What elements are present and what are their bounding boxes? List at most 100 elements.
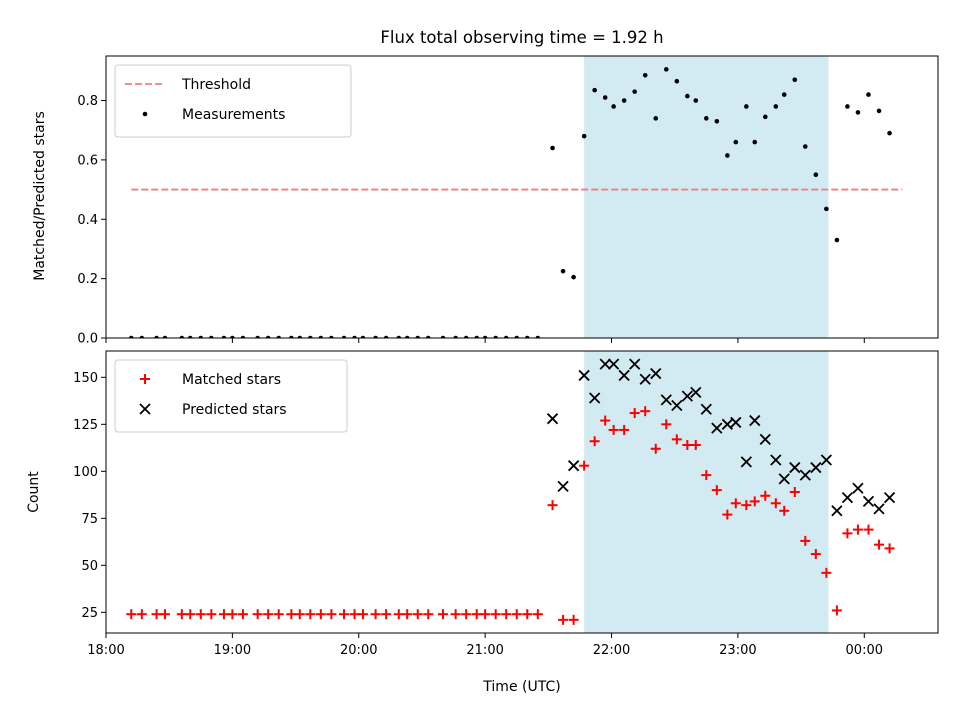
data-point: [511, 609, 522, 620]
data-point: [126, 609, 137, 620]
data-point: [581, 133, 587, 139]
data-point: [831, 505, 843, 517]
data-point: [237, 609, 248, 620]
data-point: [711, 422, 723, 434]
data-point: [887, 130, 892, 136]
data-point: [305, 609, 316, 620]
data-point: [339, 609, 350, 620]
x-tick-label: 23:00: [719, 643, 756, 658]
data-point: [653, 116, 659, 121]
data-point: [221, 335, 227, 338]
data-point: [749, 496, 760, 507]
data-point: [503, 335, 509, 338]
data-point: [263, 609, 274, 620]
series-predicted-stars: [546, 358, 896, 517]
data-point: [240, 335, 246, 338]
data-point: [341, 335, 347, 338]
data-point: [789, 461, 801, 474]
data-point: [884, 543, 895, 554]
legend: Threshold Measurements: [114, 64, 352, 138]
data-point: [792, 77, 798, 83]
data-point: [136, 609, 147, 620]
y-tick-label: 0.4: [77, 213, 98, 228]
data-point: [252, 609, 263, 620]
legend-box: [114, 64, 352, 138]
y-tick-label: 25: [81, 606, 98, 621]
data-point: [179, 335, 185, 338]
data-point: [600, 415, 611, 426]
series-measurements: [128, 67, 892, 338]
data-point: [863, 524, 874, 535]
data-point: [227, 609, 238, 620]
data-point: [294, 609, 305, 620]
data-point: [611, 104, 616, 109]
data-point: [425, 335, 431, 338]
data-point: [820, 454, 833, 466]
data-point: [463, 335, 469, 338]
data-point: [674, 78, 680, 84]
data-point: [567, 460, 580, 472]
data-point: [514, 335, 520, 338]
data-point: [493, 335, 498, 338]
data-point: [810, 549, 821, 560]
data-point: [813, 172, 819, 178]
data-point: [778, 473, 790, 485]
data-point: [383, 335, 389, 338]
legend-entry: Threshold: [125, 77, 251, 93]
data-point: [393, 609, 404, 620]
data-point: [714, 119, 720, 124]
data-point: [842, 528, 853, 539]
data-point: [810, 461, 822, 474]
data-point: [535, 335, 541, 338]
data-point: [621, 98, 627, 103]
data-point: [524, 335, 530, 338]
data-point: [318, 335, 324, 338]
data-point: [733, 139, 739, 145]
y-tick-label: 0.2: [77, 272, 98, 287]
data-point: [690, 440, 701, 450]
data-point: [415, 335, 421, 338]
data-point: [423, 609, 434, 620]
data-point: [660, 394, 672, 406]
data-point: [831, 605, 842, 616]
data-point: [704, 116, 709, 121]
data-point: [453, 335, 458, 338]
data-point: [803, 144, 808, 149]
top-y-axis-label: Matched/Predicted stars: [32, 111, 48, 281]
legend-swatch-dot: [142, 111, 148, 117]
data-point: [176, 609, 187, 620]
series-matched-stars: [126, 406, 895, 625]
data-point: [195, 609, 206, 620]
data-point: [799, 469, 811, 481]
data-point: [230, 335, 235, 338]
data-point: [128, 335, 134, 338]
y-tick-label: 150: [73, 371, 98, 386]
x-tick-label: 22:00: [593, 643, 630, 658]
legend-label: Matched stars: [182, 372, 281, 388]
data-point: [589, 392, 601, 404]
data-point: [568, 614, 579, 625]
data-point: [789, 487, 800, 497]
data-point: [690, 386, 702, 398]
data-point: [396, 335, 402, 338]
legend-swatch-plus: [140, 374, 150, 384]
data-point: [162, 335, 168, 338]
data-point: [273, 609, 284, 620]
data-point: [770, 454, 782, 466]
data-point: [671, 434, 682, 445]
data-point: [608, 424, 619, 435]
data-point: [209, 335, 214, 338]
axes-frame: [105, 55, 939, 339]
data-point: [154, 335, 159, 338]
data-point: [650, 367, 662, 380]
legend-entry: Predicted stars: [139, 402, 287, 418]
data-point: [681, 390, 693, 402]
data-point: [547, 500, 558, 511]
legend-label: Predicted stars: [182, 402, 287, 418]
data-point: [640, 406, 651, 417]
data-point: [297, 335, 303, 338]
data-point: [639, 373, 651, 385]
data-point: [762, 114, 768, 120]
data-point: [592, 87, 597, 93]
